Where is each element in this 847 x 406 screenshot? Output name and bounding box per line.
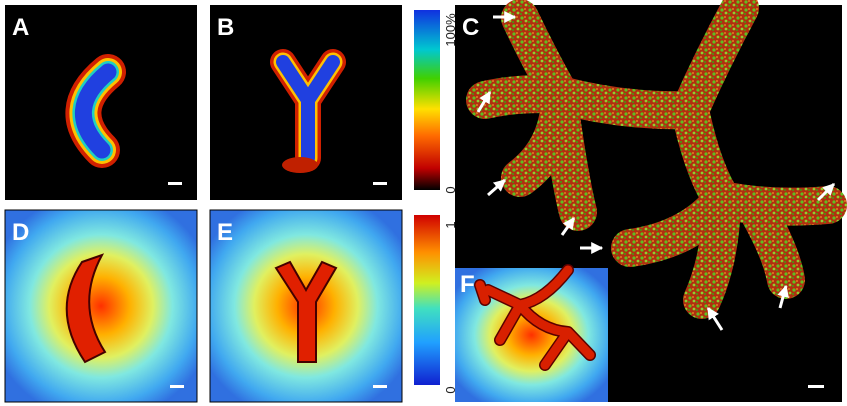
panel-label: A bbox=[12, 14, 29, 41]
scale-bar bbox=[808, 385, 824, 388]
scale-bar bbox=[170, 385, 184, 388]
colorbar-min: 0 bbox=[443, 386, 458, 393]
colorbar-max: 1 bbox=[443, 221, 458, 228]
panel-label: E bbox=[217, 219, 233, 246]
colorbar bbox=[414, 10, 440, 190]
panel-label: B bbox=[217, 14, 234, 41]
panel-label: F bbox=[460, 271, 475, 298]
scale-bar bbox=[373, 182, 387, 185]
figure: A B 100% 0 C F D E 1 0 bbox=[0, 0, 847, 406]
colorbar bbox=[414, 215, 440, 385]
panel-label: D bbox=[12, 219, 29, 246]
panel-d bbox=[5, 210, 197, 402]
scale-bar bbox=[168, 182, 182, 185]
panel-label: C bbox=[462, 14, 479, 41]
scale-bar bbox=[373, 385, 387, 388]
